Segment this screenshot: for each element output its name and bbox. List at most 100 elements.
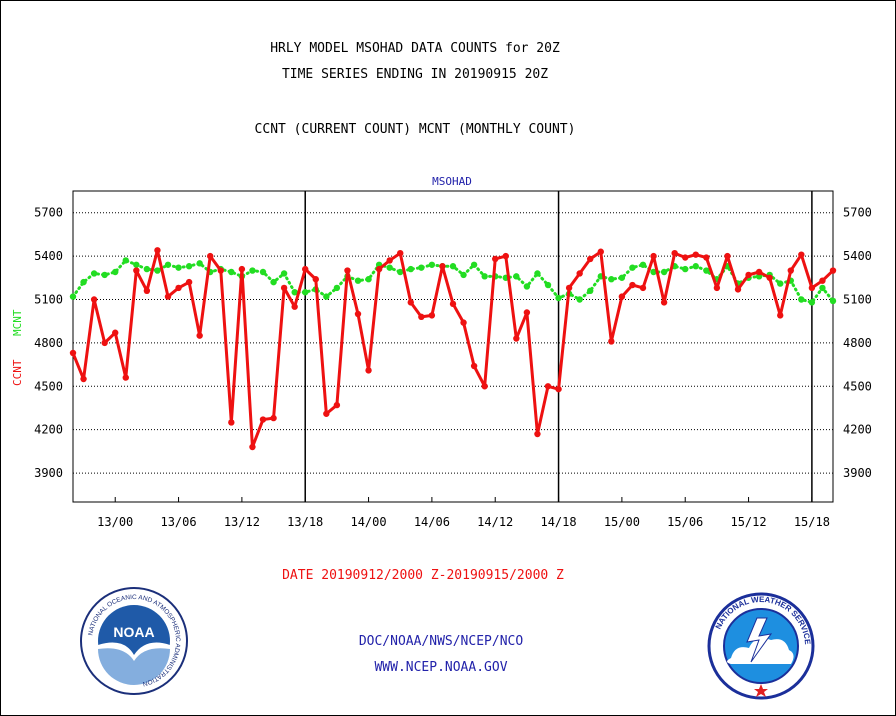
point-ccnt xyxy=(544,383,552,390)
point-ccnt xyxy=(154,247,161,254)
point-mcnt xyxy=(798,296,805,303)
y-tick-label-right: 5100 xyxy=(843,292,872,306)
point-ccnt xyxy=(164,293,172,300)
noaa-label: NOAA xyxy=(113,624,154,640)
x-tick-label: 13/18 xyxy=(287,515,323,529)
point-ccnt xyxy=(333,401,341,409)
point-ccnt xyxy=(69,349,77,357)
point-ccnt xyxy=(787,267,794,274)
point-mcnt xyxy=(534,270,541,277)
x-tick-label: 15/12 xyxy=(730,515,766,529)
y-tick-label-left: 4500 xyxy=(34,379,63,393)
point-mcnt xyxy=(175,264,182,271)
nws-lightning-icon xyxy=(746,617,773,663)
series-layer xyxy=(69,247,837,451)
point-mcnt xyxy=(407,265,414,273)
chart-title: MSOHAD xyxy=(432,175,472,188)
point-mcnt xyxy=(249,267,256,274)
nws-logo: NATIONAL WEATHER SERVICE xyxy=(707,592,815,700)
y-axis-label: CCNT MCNT xyxy=(11,309,24,386)
point-mcnt xyxy=(354,277,362,284)
x-tick-label: 13/12 xyxy=(224,515,260,529)
y-tick-label-left: 4800 xyxy=(34,336,63,350)
x-tick-label: 13/00 xyxy=(97,515,133,529)
point-mcnt xyxy=(143,265,151,273)
point-mcnt xyxy=(777,280,784,287)
point-ccnt xyxy=(713,284,721,292)
point-mcnt xyxy=(291,289,298,296)
y-tick-label-right: 5700 xyxy=(843,206,872,220)
point-ccnt xyxy=(217,267,224,274)
point-ccnt xyxy=(502,252,509,260)
point-ccnt xyxy=(375,265,383,273)
point-mcnt xyxy=(470,261,478,268)
point-ccnt xyxy=(534,430,541,438)
point-mcnt xyxy=(513,273,520,280)
point-ccnt xyxy=(228,419,235,426)
point-ccnt xyxy=(470,362,478,370)
point-ccnt xyxy=(724,252,731,260)
point-ccnt xyxy=(302,265,309,273)
url-link[interactable]: WWW.NCEP.NOAA.GOV xyxy=(374,660,507,675)
point-ccnt xyxy=(101,339,108,347)
point-ccnt xyxy=(492,255,499,263)
point-ccnt xyxy=(703,254,710,261)
point-ccnt xyxy=(460,319,467,326)
point-mcnt xyxy=(112,268,119,276)
point-ccnt xyxy=(777,312,784,319)
point-ccnt xyxy=(639,284,647,292)
point-ccnt xyxy=(143,287,151,295)
point-mcnt xyxy=(228,268,235,276)
y-tick-label-left: 5700 xyxy=(34,206,63,220)
point-ccnt xyxy=(481,383,488,390)
point-ccnt xyxy=(576,270,583,277)
point-ccnt xyxy=(312,276,319,283)
point-mcnt xyxy=(650,268,657,276)
point-ccnt xyxy=(207,252,214,260)
point-mcnt xyxy=(164,261,172,268)
point-ccnt xyxy=(122,374,129,381)
point-mcnt xyxy=(101,271,108,279)
point-mcnt xyxy=(428,261,436,268)
plot-frame xyxy=(72,190,834,503)
point-mcnt xyxy=(660,268,668,276)
x-tick-label: 15/06 xyxy=(667,515,703,529)
y-tick-label-left: 3900 xyxy=(34,466,63,480)
x-tick-label: 13/06 xyxy=(160,515,196,529)
point-ccnt xyxy=(386,257,393,264)
point-mcnt xyxy=(154,267,161,274)
point-ccnt xyxy=(249,443,256,451)
point-ccnt xyxy=(671,250,678,257)
point-ccnt xyxy=(90,296,98,303)
point-ccnt xyxy=(808,284,816,292)
point-mcnt xyxy=(196,260,203,267)
point-mcnt xyxy=(386,264,393,271)
y-tick-label-right: 5400 xyxy=(843,249,872,263)
point-ccnt xyxy=(682,254,689,261)
point-mcnt xyxy=(270,278,277,286)
point-ccnt xyxy=(175,284,182,292)
point-mcnt xyxy=(639,261,647,268)
point-mcnt xyxy=(69,293,77,300)
point-mcnt xyxy=(397,268,404,276)
point-ccnt xyxy=(280,284,288,292)
x-tick-label: 15/18 xyxy=(794,515,830,529)
point-mcnt xyxy=(544,281,552,289)
y-tick-label-left: 5400 xyxy=(34,249,63,263)
y-tick-label-left: 5100 xyxy=(34,292,63,306)
y-tick-label-right: 4500 xyxy=(843,379,872,393)
date-range: DATE 20190912/2000 Z-20190915/2000 Z xyxy=(282,568,564,583)
point-ccnt xyxy=(407,299,414,306)
point-ccnt xyxy=(259,416,267,423)
point-ccnt xyxy=(555,385,562,393)
point-ccnt xyxy=(238,265,246,273)
y-tick-label-left: 4200 xyxy=(34,423,63,437)
y-axis-label-mcnt: MCNT xyxy=(11,309,24,336)
point-ccnt xyxy=(354,310,362,318)
point-mcnt xyxy=(133,261,140,268)
point-ccnt xyxy=(650,252,657,260)
x-tick-label: 15/00 xyxy=(604,515,640,529)
point-ccnt xyxy=(428,312,436,319)
point-mcnt xyxy=(703,267,710,274)
